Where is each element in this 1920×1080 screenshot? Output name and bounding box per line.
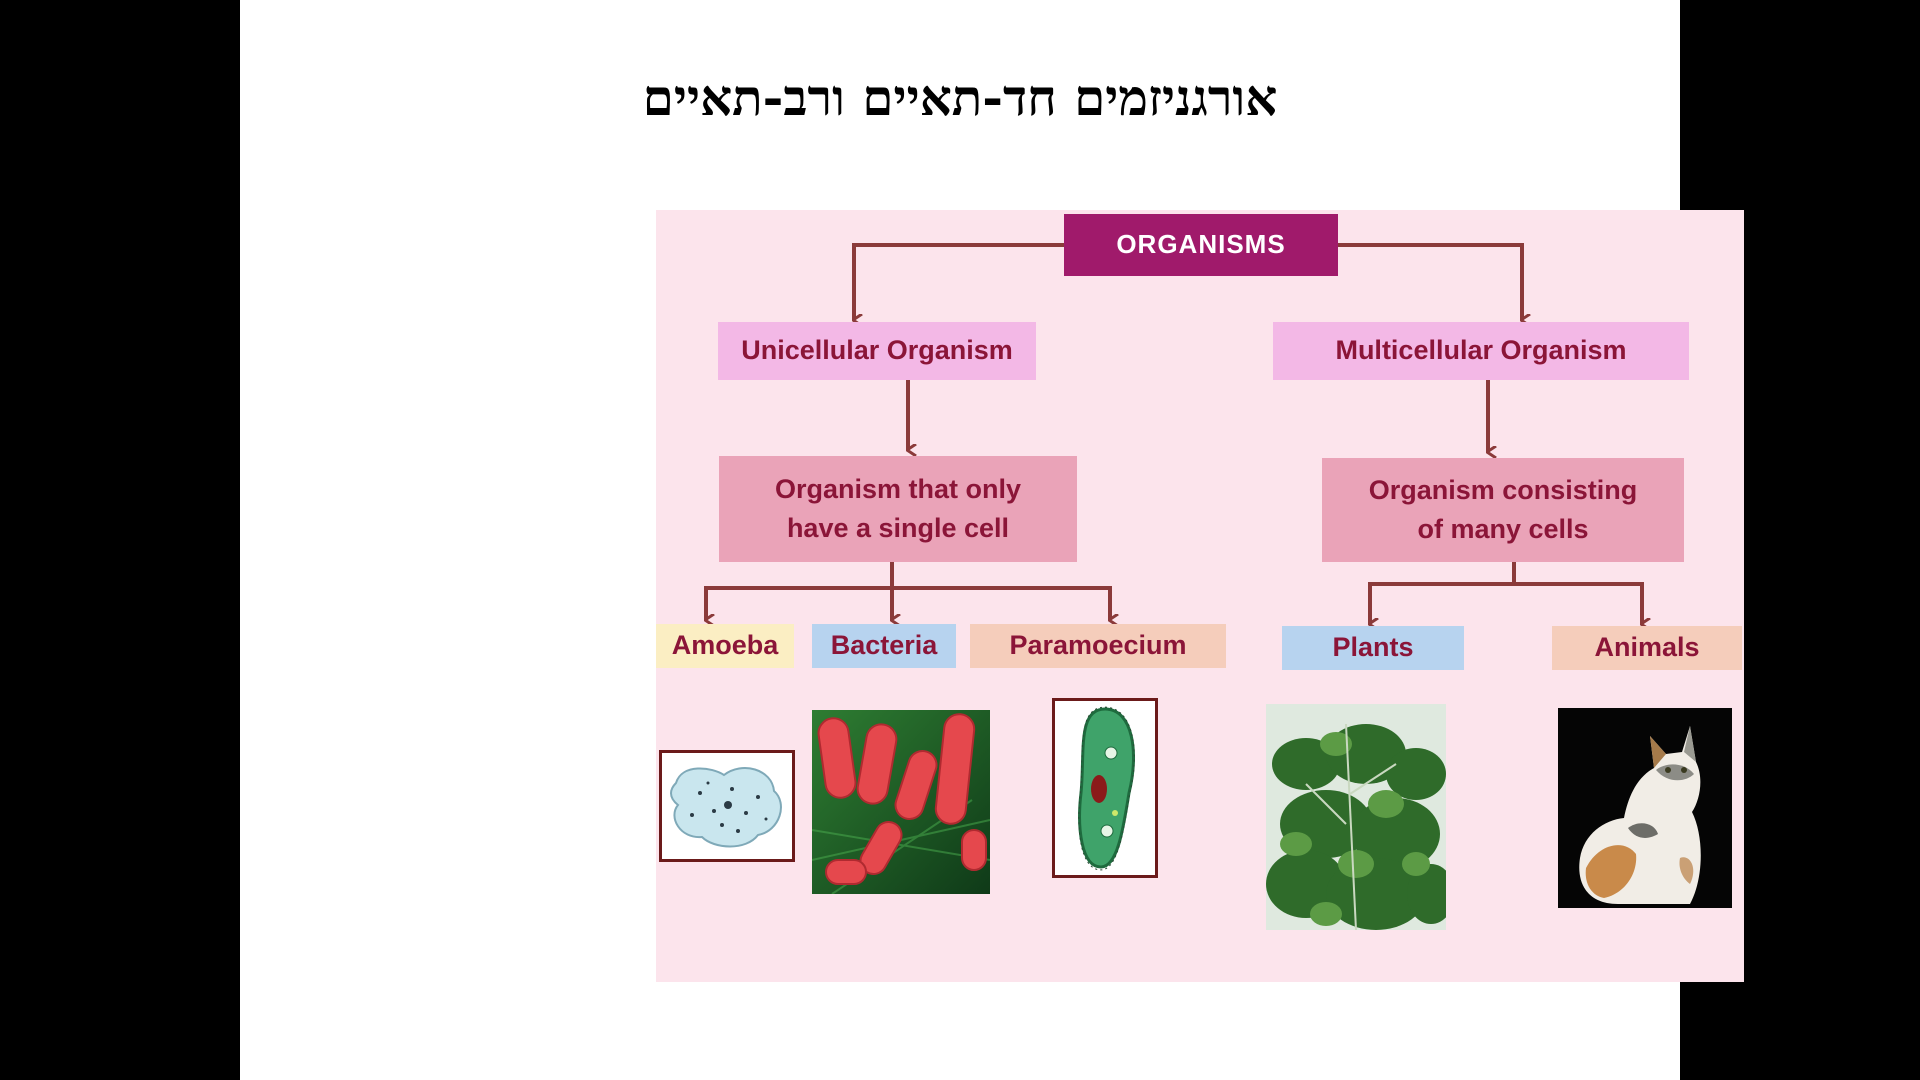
paramoecium-image [1052,698,1158,878]
bacteria-image [812,710,990,894]
multicellular-definition-line2: of many cells [1417,514,1589,544]
animals-image [1558,708,1732,908]
multicellular-node: Multicellular Organism [1273,322,1689,380]
arrow-multi-branch-left [1368,562,1516,624]
organisms-diagram: ORGANISMS Unicellular Organism Multicell… [656,210,1744,982]
arrow-root-multicellular [1336,243,1522,320]
unicellular-node: Unicellular Organism [718,322,1036,380]
multicellular-definition-line1: Organism consisting [1368,474,1638,505]
unicellular-definition-line1: Organism that only [774,473,1022,504]
plants-image [1266,704,1446,930]
amoeba-image [659,750,795,862]
example-animals: Animals [1552,626,1742,670]
example-bacteria: Bacteria [812,624,956,668]
example-amoeba: Amoeba [656,624,794,668]
slide-title: אורגניזמים חד-תאיים ורב-תאיים [642,68,1278,127]
arrow-root-unicellular [852,243,1064,320]
arrow-definition-branch-right [892,586,1110,620]
unicellular-definition-line2: have a single cell [786,513,1010,543]
example-plants: Plants [1282,626,1464,670]
arrow-multi-branch-right [1514,582,1642,624]
slide: אורגניזמים חד-תאיים ורב-תאיים [240,0,1744,1080]
example-paramoecium: Paramoecium [970,624,1226,668]
root-node: ORGANISMS [1064,214,1338,276]
unicellular-definition: Organism that only have a single cell [719,456,1077,562]
arrow-definition-branch-left [704,562,894,620]
multicellular-definition: Organism consisting of many cells [1322,458,1684,562]
connector-arrows [704,243,1744,982]
